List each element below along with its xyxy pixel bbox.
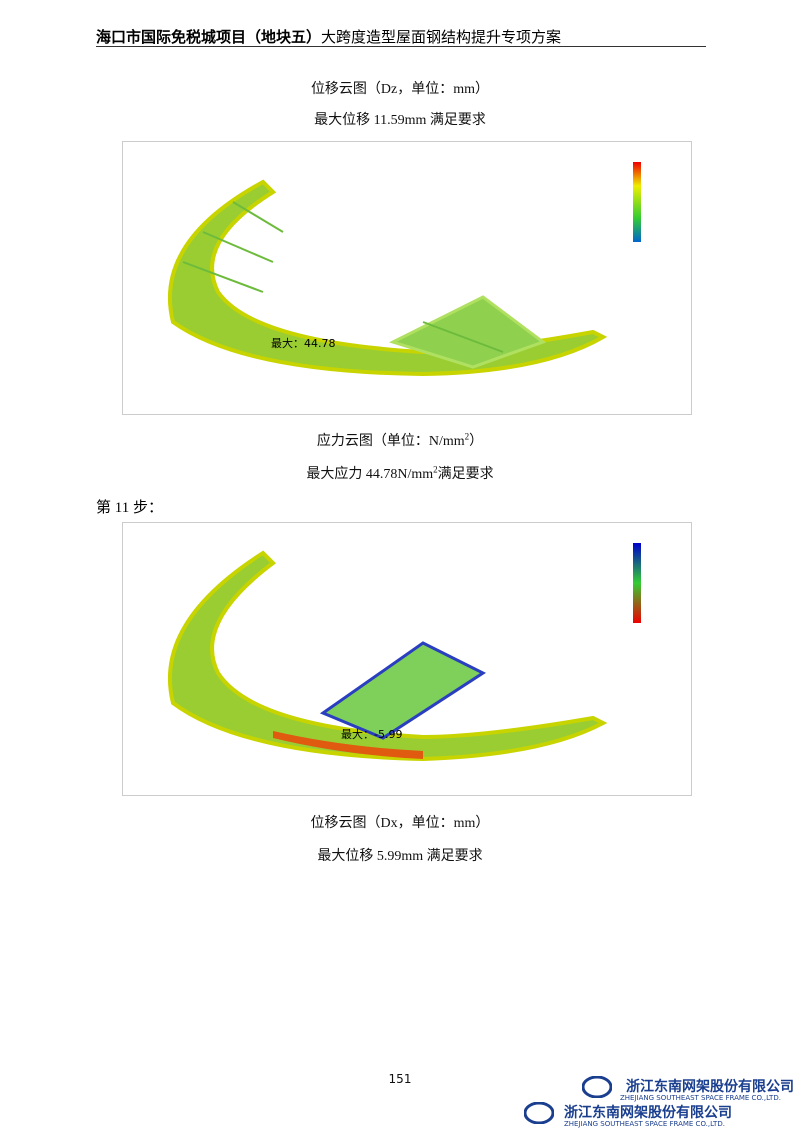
caption: 最大应力 44.78N/mm2满足要求 xyxy=(0,463,800,483)
drawing-shape xyxy=(202,231,274,263)
caption-text: 应力云图（单位：N/mm xyxy=(316,434,465,449)
drawing-shape xyxy=(232,201,284,233)
header-bold: 海口市国际免税城项目（地块五） xyxy=(96,28,322,46)
caption: 位移云图（Dz，单位：mm） xyxy=(310,82,490,97)
drawing-shape xyxy=(182,201,504,353)
logo-icon xyxy=(524,1102,554,1124)
caption-text: 满足要求 xyxy=(437,467,494,482)
drawing-shape xyxy=(582,1076,612,1098)
page-number: 151 xyxy=(388,1072,412,1086)
drawing-shape xyxy=(389,295,547,369)
drawing-shape xyxy=(524,1102,554,1124)
drawing-shape xyxy=(182,261,264,293)
figure-annotation: 最大：44.78 xyxy=(271,336,336,350)
figure-drawing: 最大：44.78 xyxy=(167,162,641,377)
logo-icon xyxy=(582,1076,612,1098)
caption-text: 最大应力 44.78N/mm xyxy=(306,467,434,482)
header: 海口市国际免税城项目（地块五）大跨度造型屋面钢结构提升专项方案 xyxy=(96,26,561,47)
caption-sup: 2 xyxy=(433,464,438,475)
drawing-shape xyxy=(422,321,504,353)
caption: 应力云图（单位：N/mm2） xyxy=(0,430,800,450)
caption: 最大位移 11.59mm 满足要求 xyxy=(314,113,486,128)
logo-english: ZHEJIANG SOUTHEAST SPACE FRAME CO.,LTD. xyxy=(564,1120,725,1128)
caption: 位移云图（Dx，单位：mm） xyxy=(310,816,490,831)
logo-name: 浙江东南网架股份有限公司 xyxy=(564,1105,732,1121)
drawing-shape xyxy=(319,641,487,740)
caption-text: ） xyxy=(469,434,484,449)
header-rest: 大跨度造型屋面钢结构提升专项方案 xyxy=(321,30,562,46)
caption: 最大位移 5.99mm 满足要求 xyxy=(317,849,483,864)
drawing-shape xyxy=(273,731,423,759)
header-rule xyxy=(96,46,706,47)
drawing-shape xyxy=(633,162,641,242)
logo-name: 浙江东南网架股份有限公司 xyxy=(626,1079,794,1095)
figure: 最大：-5.99 xyxy=(122,522,692,796)
figure-annotation: 最大：-5.99 xyxy=(341,727,402,741)
step-heading: 第 11 步： xyxy=(96,500,163,516)
logo-english: ZHEJIANG SOUTHEAST SPACE FRAME CO.,LTD. xyxy=(620,1094,781,1102)
caption-sup: 2 xyxy=(464,431,470,442)
drawing-shape xyxy=(167,179,608,377)
drawing-shape xyxy=(167,550,608,762)
figure: 最大：44.78 xyxy=(122,141,692,415)
figure-drawing: 最大：-5.99 xyxy=(167,543,641,762)
drawing-shape xyxy=(633,543,641,623)
